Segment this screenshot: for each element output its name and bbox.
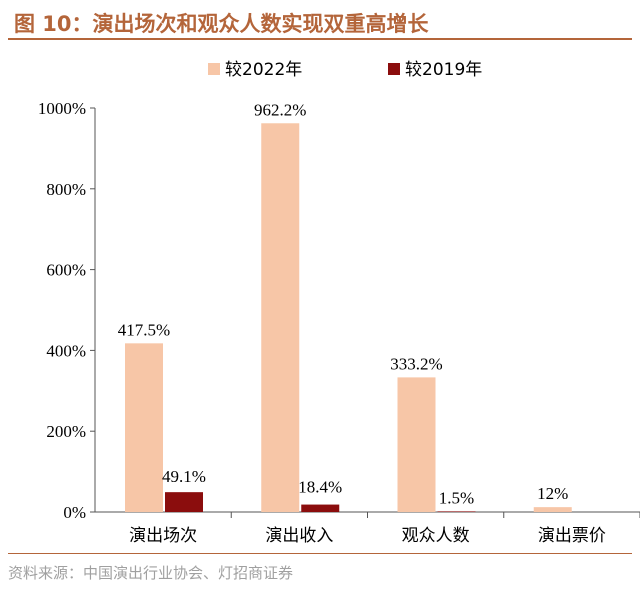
y-tick-label: 600%: [46, 261, 86, 280]
legend-swatch-vs2019: [388, 63, 400, 75]
x-tick-label: 演出收入: [265, 526, 333, 546]
data-label: 1.5%: [439, 488, 474, 507]
bar-vs2019: [165, 492, 203, 512]
bar-vs2022: [397, 377, 436, 512]
legend-swatch-vs2022: [208, 63, 220, 75]
x-tick-label: 演出场次: [129, 526, 197, 546]
x-tick-label: 演出票价: [538, 526, 606, 546]
y-tick-label: 0%: [63, 503, 86, 522]
data-label: 18.4%: [298, 478, 342, 497]
bar-vs2019: [437, 511, 476, 512]
data-label: 49.1%: [162, 467, 206, 486]
bar-vs2022: [533, 507, 572, 512]
legend-label: 较2022年: [225, 60, 302, 80]
source-divider: [8, 553, 632, 554]
figure-title: 图 10：演出场次和观众人数实现双重高增长: [14, 12, 429, 36]
bar-vs2019: [301, 504, 340, 512]
data-label: 333.2%: [390, 354, 442, 373]
data-label: 12%: [537, 484, 568, 503]
y-tick-label: 400%: [46, 341, 86, 360]
y-tick-label: 1000%: [38, 99, 86, 118]
title-bar: 图 10：演出场次和观众人数实现双重高增长: [8, 4, 632, 40]
source-note: 资料来源：中国演出行业协会、灯招商证券: [8, 564, 294, 582]
x-tick-label: 观众人数: [402, 526, 470, 546]
bar-vs2022: [125, 343, 163, 512]
y-tick-label: 200%: [46, 422, 86, 441]
y-tick-label: 800%: [46, 180, 86, 199]
bar-vs2022: [261, 123, 300, 512]
legend-label: 较2019年: [405, 60, 482, 80]
data-label: 417.5%: [118, 320, 170, 339]
data-label: 962.2%: [254, 100, 306, 119]
